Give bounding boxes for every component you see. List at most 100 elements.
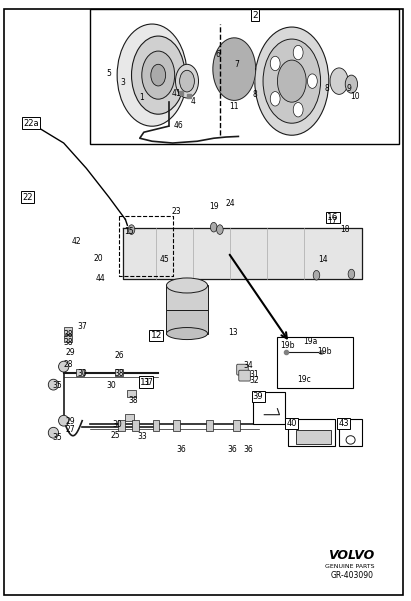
Text: 5: 5 bbox=[106, 69, 111, 78]
Text: 9: 9 bbox=[347, 85, 352, 93]
Circle shape bbox=[117, 24, 187, 126]
Text: 12: 12 bbox=[150, 331, 162, 340]
Circle shape bbox=[313, 270, 320, 280]
Text: 17: 17 bbox=[327, 217, 337, 225]
Text: 25: 25 bbox=[110, 432, 120, 440]
Text: 4: 4 bbox=[191, 97, 196, 106]
Text: 41: 41 bbox=[172, 89, 182, 97]
Text: 34: 34 bbox=[244, 361, 254, 370]
Text: 8: 8 bbox=[324, 85, 329, 93]
Bar bbox=[173, 420, 180, 431]
Text: 32: 32 bbox=[249, 376, 259, 385]
Circle shape bbox=[345, 75, 358, 93]
Text: 26: 26 bbox=[114, 352, 124, 360]
Text: 35: 35 bbox=[53, 433, 62, 442]
Text: 44: 44 bbox=[96, 274, 106, 282]
Circle shape bbox=[293, 45, 303, 59]
Text: 3: 3 bbox=[121, 79, 126, 87]
Text: 38: 38 bbox=[63, 338, 73, 347]
Circle shape bbox=[217, 225, 223, 234]
Text: 18: 18 bbox=[340, 225, 350, 234]
Bar bbox=[90, 9, 399, 144]
Ellipse shape bbox=[48, 379, 59, 390]
Text: 46: 46 bbox=[174, 121, 184, 129]
Circle shape bbox=[128, 225, 135, 234]
Text: 7: 7 bbox=[234, 61, 239, 69]
Bar bbox=[339, 419, 362, 446]
Bar bbox=[127, 390, 136, 397]
Text: 29: 29 bbox=[65, 418, 75, 426]
Text: 22: 22 bbox=[23, 193, 33, 201]
Text: 16: 16 bbox=[327, 213, 339, 222]
Bar bbox=[115, 369, 123, 376]
Bar bbox=[277, 337, 353, 388]
Text: 6: 6 bbox=[215, 50, 220, 58]
Bar bbox=[64, 327, 72, 334]
Text: 37: 37 bbox=[77, 323, 87, 331]
FancyBboxPatch shape bbox=[237, 364, 248, 375]
Text: 11: 11 bbox=[229, 103, 239, 111]
Text: 30: 30 bbox=[106, 382, 116, 390]
Text: VOLVO: VOLVO bbox=[328, 549, 374, 563]
Text: 38: 38 bbox=[63, 331, 73, 339]
Polygon shape bbox=[123, 228, 362, 279]
Text: 31: 31 bbox=[249, 370, 259, 379]
Bar bbox=[64, 335, 72, 342]
Circle shape bbox=[270, 56, 280, 71]
Circle shape bbox=[132, 36, 185, 114]
Ellipse shape bbox=[58, 361, 69, 372]
Text: 27: 27 bbox=[65, 425, 75, 433]
Bar bbox=[296, 430, 331, 444]
Text: 11: 11 bbox=[140, 378, 152, 386]
Circle shape bbox=[255, 27, 329, 135]
FancyBboxPatch shape bbox=[239, 370, 250, 381]
Text: 38: 38 bbox=[129, 397, 139, 405]
Bar bbox=[132, 420, 139, 431]
Text: 13: 13 bbox=[228, 328, 238, 337]
Text: 15: 15 bbox=[125, 227, 134, 236]
Circle shape bbox=[348, 269, 355, 279]
Text: 45: 45 bbox=[159, 255, 169, 264]
Text: 30: 30 bbox=[77, 370, 87, 378]
Bar bbox=[125, 414, 134, 421]
Text: 39: 39 bbox=[253, 392, 263, 401]
Text: GENUINE PARTS: GENUINE PARTS bbox=[325, 564, 374, 569]
Text: 29: 29 bbox=[65, 349, 75, 357]
Text: 36: 36 bbox=[244, 445, 254, 454]
Text: 19a: 19a bbox=[303, 337, 317, 346]
Text: 38: 38 bbox=[114, 370, 124, 378]
Circle shape bbox=[210, 222, 217, 232]
Text: 37: 37 bbox=[143, 379, 153, 387]
Bar bbox=[206, 420, 213, 431]
Text: 36: 36 bbox=[176, 445, 186, 454]
Circle shape bbox=[330, 68, 348, 94]
Text: 40: 40 bbox=[286, 419, 297, 428]
Bar bbox=[253, 392, 285, 424]
Text: 28: 28 bbox=[63, 361, 73, 369]
Circle shape bbox=[270, 91, 280, 106]
Bar bbox=[153, 420, 159, 431]
Text: 19c: 19c bbox=[297, 376, 311, 384]
Circle shape bbox=[293, 103, 303, 117]
Text: 22a: 22a bbox=[23, 119, 39, 127]
Bar bbox=[76, 369, 84, 376]
Ellipse shape bbox=[346, 436, 355, 444]
Circle shape bbox=[175, 64, 199, 98]
Text: 8: 8 bbox=[252, 91, 257, 99]
Text: 2: 2 bbox=[252, 11, 258, 19]
Bar bbox=[118, 420, 125, 431]
Circle shape bbox=[263, 39, 321, 123]
Circle shape bbox=[142, 51, 175, 99]
Text: 20: 20 bbox=[94, 254, 104, 263]
Ellipse shape bbox=[58, 415, 69, 426]
Text: 1: 1 bbox=[139, 93, 144, 102]
Text: 33: 33 bbox=[137, 433, 147, 441]
Bar bbox=[288, 419, 335, 446]
Polygon shape bbox=[213, 38, 256, 100]
Text: 19b: 19b bbox=[317, 347, 332, 356]
Text: 35: 35 bbox=[53, 382, 62, 390]
Text: 19: 19 bbox=[209, 202, 219, 210]
Bar bbox=[166, 285, 208, 310]
Text: 19b: 19b bbox=[280, 341, 295, 350]
Text: 10: 10 bbox=[351, 92, 360, 100]
